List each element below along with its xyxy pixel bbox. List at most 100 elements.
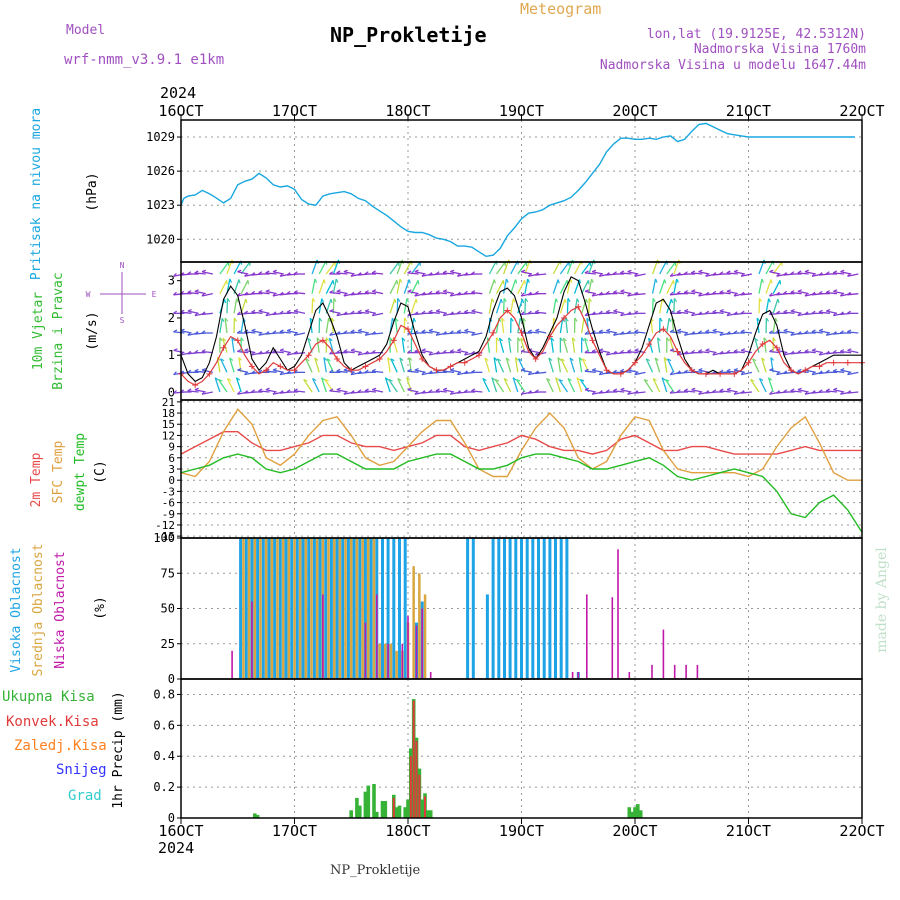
wind-barb-head [279,390,284,394]
wind-barb-head [811,371,816,376]
cloud-bar [344,538,347,679]
wind-barb-head [442,349,447,354]
wind-barb-head [705,329,710,333]
wind-barb-head [620,270,625,274]
wind-barb-head [406,377,411,381]
wind-barb [496,261,506,275]
wind-barb [627,350,639,354]
wind-barb-head [201,311,206,315]
wind-barb [173,331,185,334]
wind-label-2: Brzina i Pravac [51,272,66,389]
wind-barb [387,357,391,373]
wind-barb-head [619,331,624,335]
wind-barb-head [524,298,529,303]
cloud-bar [273,538,277,679]
wind-barb [180,311,192,314]
wind-barb [833,370,845,373]
wind-barb-head [471,331,475,336]
wind-barb-head [818,351,823,356]
wind-barb-head [606,328,611,332]
wind-barb [758,298,761,314]
wind-barb-head [435,271,440,275]
wind-barb-head [698,311,702,315]
wind-barb-head [769,349,774,353]
wind-barb [634,331,646,334]
wind-barb-head [503,298,507,303]
cloud-bar [264,538,268,679]
wind-barb-head [846,390,851,394]
wind-barbs [173,259,859,395]
wind-barb-head [634,348,639,351]
wind-barb-head [244,390,248,394]
wind-barb-head [226,298,231,303]
wind-barb-head [698,349,703,353]
wind-barb-head [818,370,823,374]
wind-barb-head [442,368,447,372]
wind-barb-head [683,350,688,355]
precip-bar [403,807,407,818]
wind-barb-head [672,280,675,285]
wind-barb [847,371,859,376]
wind-barb [552,279,559,294]
wind-barb-head [456,310,461,314]
wind-barb [350,331,362,334]
wind-barb-head [324,379,329,382]
precip-bar [392,797,395,818]
wind-barb-head [733,292,738,297]
y-tick-label: 0 [168,386,175,400]
wind-barb-head [318,317,323,322]
wind-barb [410,298,417,314]
wind-barb [790,390,802,393]
wind-barb-head [712,290,717,295]
wind-barb-head [719,331,724,336]
wind-barb-head [329,331,333,336]
wind-barb [389,261,400,275]
wind-barb-head [839,349,845,353]
wind-barb-head [578,279,582,284]
wind-barb-head [627,330,632,334]
wind-barb-head [323,357,328,361]
wind-barb-head [229,278,232,283]
wind-barb-head [314,357,319,361]
wind-barb-head [560,358,565,362]
cloud-bar [363,538,367,679]
wind-barb [517,261,528,275]
wind-barb [457,331,469,334]
wind-barb-head [759,377,764,382]
y-tick-label: -3 [162,485,175,498]
wind-barb-head [769,292,773,297]
wind-barb [240,280,249,294]
wind-barb-head [605,309,610,313]
wind-barb-head [421,348,426,351]
wind-barb-head [493,357,498,361]
wind-barb-head [463,272,468,276]
wind-barb [471,291,483,295]
cloud-bar [503,538,506,679]
wind-barb [770,357,774,373]
wind-barb [220,358,228,373]
cloud-bar [364,622,367,679]
wind-barb-head [804,349,809,353]
wind-barb-head [676,290,681,295]
wind-barb [318,260,327,275]
panel-cloud-cover: 0 25 50 75 100 [153,531,862,686]
wind-barb [588,298,590,314]
wind-barb [818,311,831,314]
cloud-bar [398,538,401,679]
wind-barb-head [272,390,277,395]
wind-barb-head [584,270,589,274]
wind-barb-head [572,337,576,342]
wind-barb [606,311,618,314]
wind-barb-head [328,337,333,342]
wind-barb-head [265,349,270,354]
wind-barb [752,358,760,373]
wind-barb-head [312,377,317,382]
wind-barb-head [407,331,411,335]
wind-barb-head [846,310,851,314]
wind-barb-head [712,328,717,332]
wind-barb [258,291,270,295]
wind-barb-head [612,369,617,373]
wind-barb-head [521,269,526,273]
wind-barb-head [286,309,291,313]
wind-barb [666,298,673,314]
